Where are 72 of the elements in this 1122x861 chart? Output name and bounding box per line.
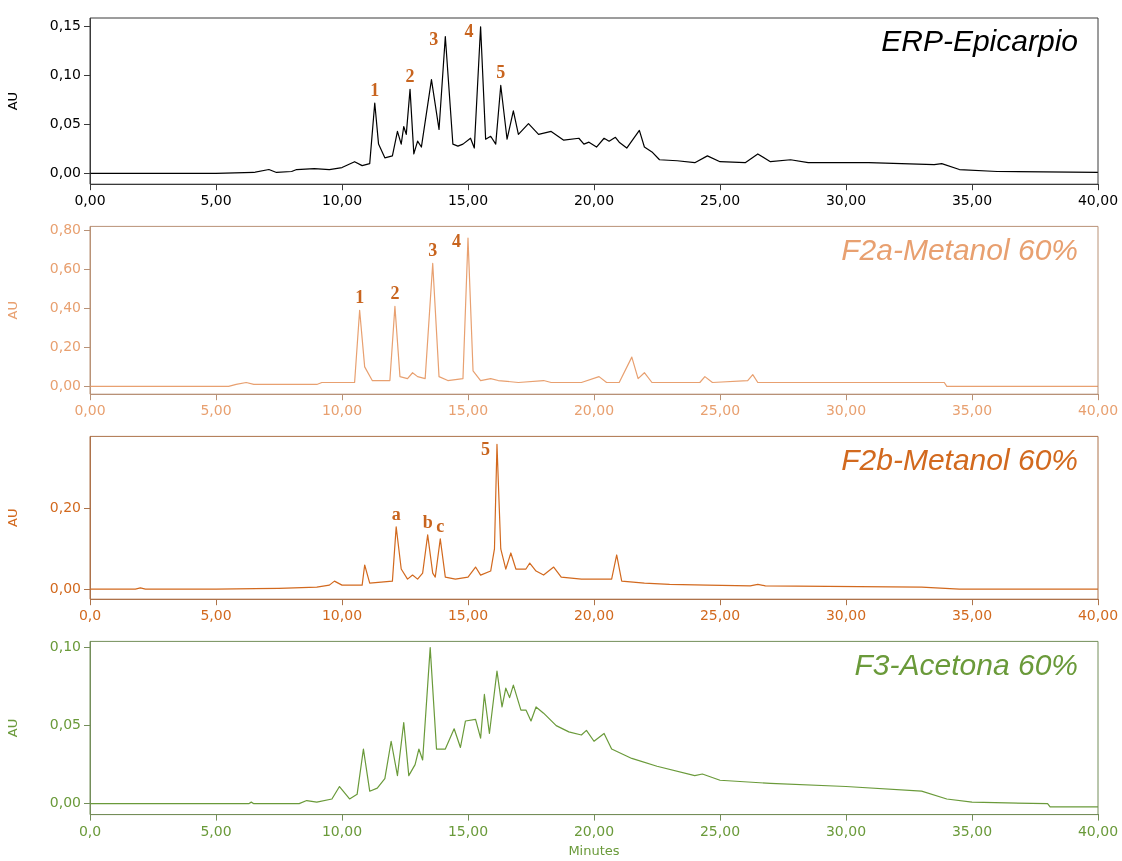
x-tick-label: 0,00	[74, 402, 106, 419]
y-tick-label: 0,60	[49, 259, 81, 276]
annotation: 3	[428, 240, 438, 261]
y-tick-label: 0,00	[49, 377, 81, 394]
x-tick-label: 30,00	[825, 822, 867, 839]
x-tick-label: 30,00	[825, 192, 867, 209]
x-tick-label: 5,00	[200, 402, 232, 419]
x-tick-label: 35,00	[951, 822, 993, 839]
chart-title: F3-Acetona 60%	[854, 647, 1078, 681]
x-tick-label: 15,00	[447, 192, 489, 209]
annotation: 4	[452, 230, 461, 251]
annotation: 1	[355, 286, 365, 307]
chart-title: F2a-Metanol 60%	[841, 232, 1078, 266]
x-tick-label: 20,00	[573, 402, 615, 419]
x-tick-label: 10,00	[321, 822, 363, 839]
x-tick-label: 5,00	[200, 192, 232, 209]
annotation: 2	[390, 283, 400, 304]
x-tick-label: 40,00	[1077, 822, 1119, 839]
x-tick-label: 30,00	[825, 402, 867, 419]
x-tick-label: 25,00	[699, 402, 741, 419]
y-axis-title: AU	[5, 508, 21, 528]
x-tick-label: 5,00	[200, 607, 232, 624]
y-tick-label: 0,05	[49, 716, 81, 733]
x-tick-label: 15,00	[447, 402, 489, 419]
annotation: 2	[405, 66, 415, 87]
annotation: c	[436, 515, 445, 536]
y-axis-title: AU	[5, 91, 21, 111]
y-tick-label: 0,20	[49, 338, 81, 355]
annotation: a	[391, 503, 401, 524]
y-tick-label: 0,05	[49, 115, 81, 132]
chart-title: ERP-Epicarpio	[881, 24, 1078, 58]
annotation: 5	[480, 439, 490, 460]
x-tick-label: 25,00	[699, 822, 741, 839]
annotation: 5	[496, 62, 506, 83]
annotation: 1	[370, 79, 380, 100]
y-tick-label: 0,10	[49, 638, 81, 655]
annotation: 3	[429, 29, 439, 50]
x-tick-label: 10,00	[321, 402, 363, 419]
x-tick-label: 25,00	[699, 607, 741, 624]
x-axis-title: Minutes	[568, 842, 620, 858]
x-tick-label: 15,00	[447, 822, 489, 839]
y-tick-label: 0,40	[49, 298, 81, 315]
x-tick-label: 0,00	[74, 192, 106, 209]
y-tick-label: 0,10	[49, 66, 81, 83]
y-axis-title: AU	[5, 301, 21, 320]
x-tick-label: 20,00	[573, 822, 615, 839]
x-tick-label: 20,00	[573, 607, 615, 624]
x-tick-label: 0,0	[78, 822, 102, 839]
y-tick-label: 0,80	[49, 220, 81, 237]
x-tick-label: 35,00	[951, 192, 993, 209]
annotation: 4	[464, 20, 474, 41]
y-tick-label: 0,15	[49, 17, 81, 34]
annotation: b	[422, 511, 433, 532]
x-tick-label: 10,00	[321, 607, 363, 624]
x-tick-label: 15,00	[447, 607, 489, 624]
x-tick-label: 35,00	[951, 607, 993, 624]
y-tick-label: 0,00	[49, 794, 81, 811]
x-tick-label: 5,00	[200, 822, 232, 839]
x-tick-label: 10,00	[321, 192, 363, 209]
y-tick-label: 0,20	[49, 499, 81, 516]
y-axis-title: AU	[5, 718, 21, 738]
x-tick-label: 25,00	[699, 192, 741, 209]
x-tick-label: 40,00	[1077, 192, 1119, 209]
x-tick-label: 30,00	[825, 607, 867, 624]
y-tick-label: 0,00	[49, 164, 81, 181]
x-tick-label: 0,0	[78, 607, 102, 624]
x-tick-label: 40,00	[1077, 402, 1119, 419]
y-tick-label: 0,00	[49, 579, 81, 596]
x-tick-label: 40,00	[1077, 607, 1119, 624]
x-tick-label: 20,00	[573, 192, 615, 209]
x-tick-label: 35,00	[951, 402, 993, 419]
chart-title: F2b-Metanol 60%	[841, 442, 1078, 476]
